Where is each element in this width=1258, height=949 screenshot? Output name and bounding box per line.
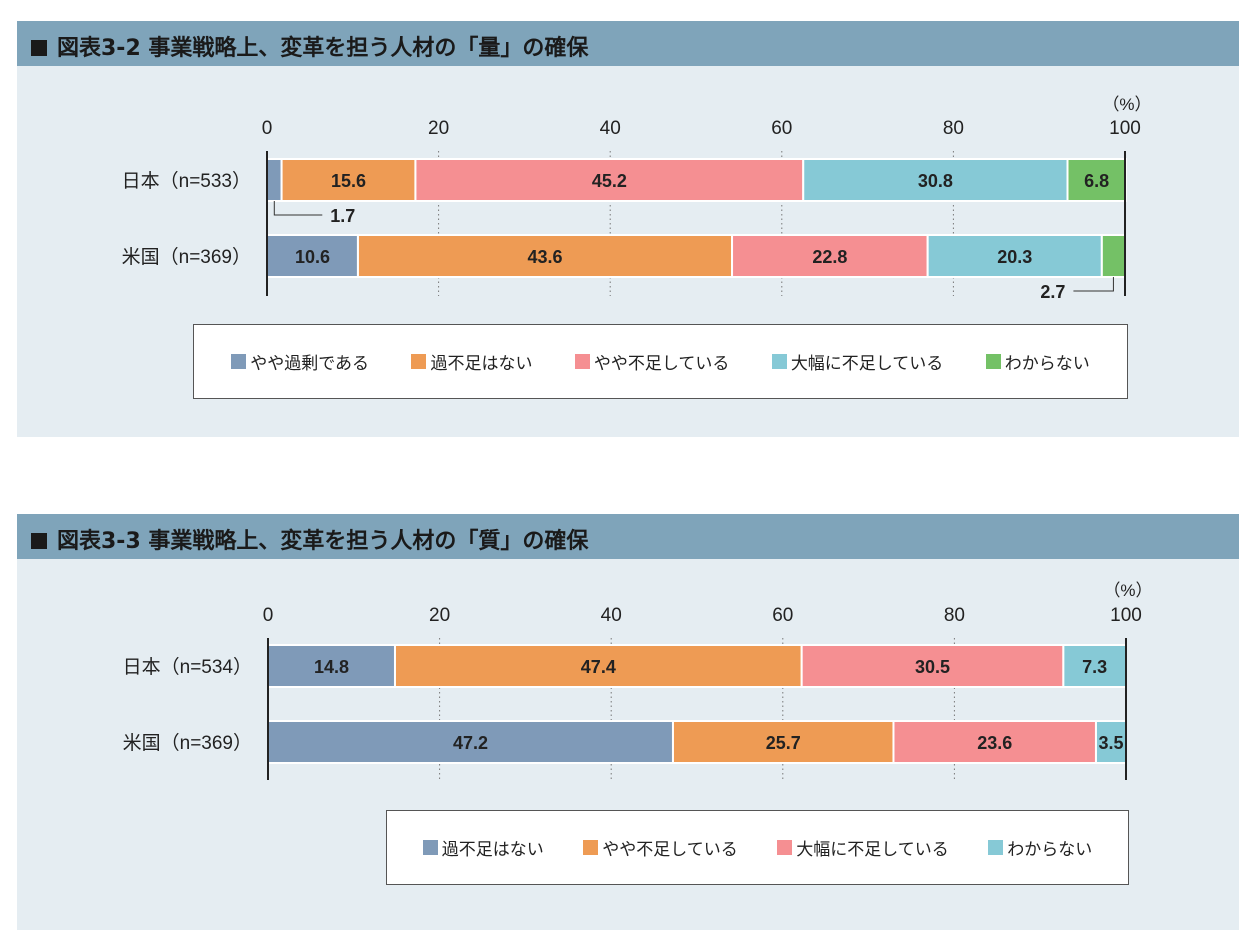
bar-segment: [393, 644, 803, 688]
legend: 過不足はない やや不足している 大幅に不足している わからない: [386, 810, 1129, 885]
data-label: 30.8: [918, 171, 953, 191]
bar-segment: [356, 234, 734, 278]
legend-item: 大幅に不足している: [771, 349, 944, 374]
legend-label: 過不足はない: [441, 840, 544, 860]
data-label: 2.7: [1040, 282, 1065, 302]
legend-swatch: [777, 840, 793, 855]
bar-segment: [1100, 234, 1126, 278]
chart-plot: 0 20 40 60 80 100 （%） 日本（n=534） 14.8 47.4 30.5 7.3 米…: [123, 581, 1153, 780]
chart-title: 図表3-2 事業戦略上、変革を担う人材の「量」の確保: [31, 30, 588, 62]
data-label: 23.6: [977, 733, 1012, 753]
legend-swatch: [422, 840, 438, 855]
tick-label: 20: [428, 118, 449, 139]
data-label: 7.3: [1082, 657, 1107, 677]
bar-segment: [731, 234, 929, 278]
legend-swatch: [574, 354, 590, 369]
data-label: 47.4: [581, 657, 616, 677]
legend-swatch: [985, 354, 1001, 369]
bar-segment: [267, 720, 674, 764]
chart-title: 図表3-3 事業戦略上、変革を担う人材の「質」の確保: [31, 523, 588, 555]
legend-swatch: [411, 354, 427, 369]
legend-item: 過不足はない: [411, 349, 532, 374]
category-label: 日本（n=533）: [122, 170, 251, 192]
legend-label: やや不足している: [602, 840, 738, 860]
chart-plot: 0 20 40 60 80 100 （%） 日本（n=533） 15.6 45.2 30.8 6.8 米…: [122, 95, 1152, 302]
panel-header: 図表3-3 事業戦略上、変革を担う人材の「質」の確保: [17, 514, 1239, 559]
tick-label: 60: [771, 118, 792, 139]
legend-label: やや過剰である: [250, 354, 370, 374]
tick-label: 20: [429, 605, 450, 626]
legend-label: 大幅に不足している: [796, 840, 949, 860]
legend-item: わからない: [985, 349, 1090, 374]
tick-label: 80: [944, 605, 965, 626]
tick-label: 40: [601, 605, 622, 626]
tick-label: 0: [262, 118, 273, 139]
unit-label: （%）: [1102, 95, 1151, 114]
legend-items: やや過剰である 過不足はない やや不足している 大幅に不足している わからない: [194, 325, 1127, 398]
unit-label: （%）: [1103, 581, 1152, 600]
bar-segment: [892, 720, 1097, 764]
legend-items: 過不足はない やや不足している 大幅に不足している わからない: [387, 811, 1128, 884]
data-label: 25.7: [766, 733, 801, 753]
data-label: 15.6: [331, 171, 366, 191]
data-label: 20.3: [997, 247, 1032, 267]
square-bullet-icon: [31, 40, 47, 56]
chart-title-text: 図表3-3 事業戦略上、変革を担う人材の「質」の確保: [57, 529, 589, 554]
bar-segment: [1094, 720, 1127, 764]
legend: やや過剰である 過不足はない やや不足している 大幅に不足している わからない: [193, 324, 1128, 399]
data-label: 22.8: [812, 247, 847, 267]
bar-segment: [266, 158, 283, 202]
bar-segment: [1066, 158, 1127, 202]
category-label: 米国（n=369）: [122, 246, 251, 268]
legend-label: やや不足している: [593, 354, 730, 374]
chart-panel-quantity: 図表3-2 事業戦略上、変革を担う人材の「量」の確保 0 20 40 60 80 100 （…: [17, 21, 1239, 437]
bar-segment: [800, 644, 1065, 688]
bar-segment: [266, 234, 359, 278]
data-label: 43.6: [527, 247, 562, 267]
data-label: 30.5: [915, 657, 950, 677]
legend-label: わからない: [1007, 840, 1093, 860]
callout-line: [1073, 277, 1114, 292]
legend-item: 大幅に不足している: [777, 835, 949, 860]
legend-item: わからない: [988, 835, 1092, 860]
callout-line: [273, 201, 323, 216]
tick-label: 100: [1109, 118, 1141, 139]
data-label: 45.2: [592, 171, 627, 191]
bar-segment: [802, 158, 1069, 202]
chart-title-text: 図表3-2 事業戦略上、変革を担う人材の「量」の確保: [57, 36, 589, 61]
data-label: 10.6: [295, 247, 330, 267]
legend-swatch: [988, 840, 1004, 855]
legend-swatch: [231, 354, 247, 369]
data-label: 6.8: [1084, 171, 1109, 191]
data-label: 1.7: [330, 206, 355, 226]
legend-swatch: [771, 354, 787, 369]
legend-item: やや不足している: [583, 835, 738, 860]
legend-label: 大幅に不足している: [790, 354, 944, 374]
bar-segment: [671, 720, 895, 764]
bar-segment: [280, 158, 417, 202]
tick-label: 80: [943, 118, 964, 139]
bar-segment: [1062, 644, 1127, 688]
panel-header: 図表3-2 事業戦略上、変革を担う人材の「量」の確保: [17, 21, 1239, 66]
tick-label: 40: [600, 118, 621, 139]
legend-item: 過不足はない: [422, 835, 544, 860]
legend-swatch: [583, 840, 599, 855]
chart-panel-quality: 図表3-3 事業戦略上、変革を担う人材の「質」の確保 0 20 40 60 80 100 （…: [17, 514, 1239, 930]
legend-item: やや不足している: [574, 349, 730, 374]
square-bullet-icon: [31, 533, 47, 549]
data-label: 3.5: [1098, 733, 1123, 753]
legend-item: やや過剰である: [231, 349, 369, 374]
tick-label: 100: [1110, 605, 1142, 626]
category-label: 日本（n=534）: [123, 656, 252, 678]
legend-label: 過不足はない: [430, 354, 533, 374]
data-label: 14.8: [314, 657, 349, 677]
legend-label: わからない: [1004, 354, 1090, 374]
tick-label: 0: [263, 605, 274, 626]
category-label: 米国（n=369）: [123, 732, 252, 754]
tick-label: 60: [772, 605, 793, 626]
data-label: 47.2: [453, 733, 488, 753]
